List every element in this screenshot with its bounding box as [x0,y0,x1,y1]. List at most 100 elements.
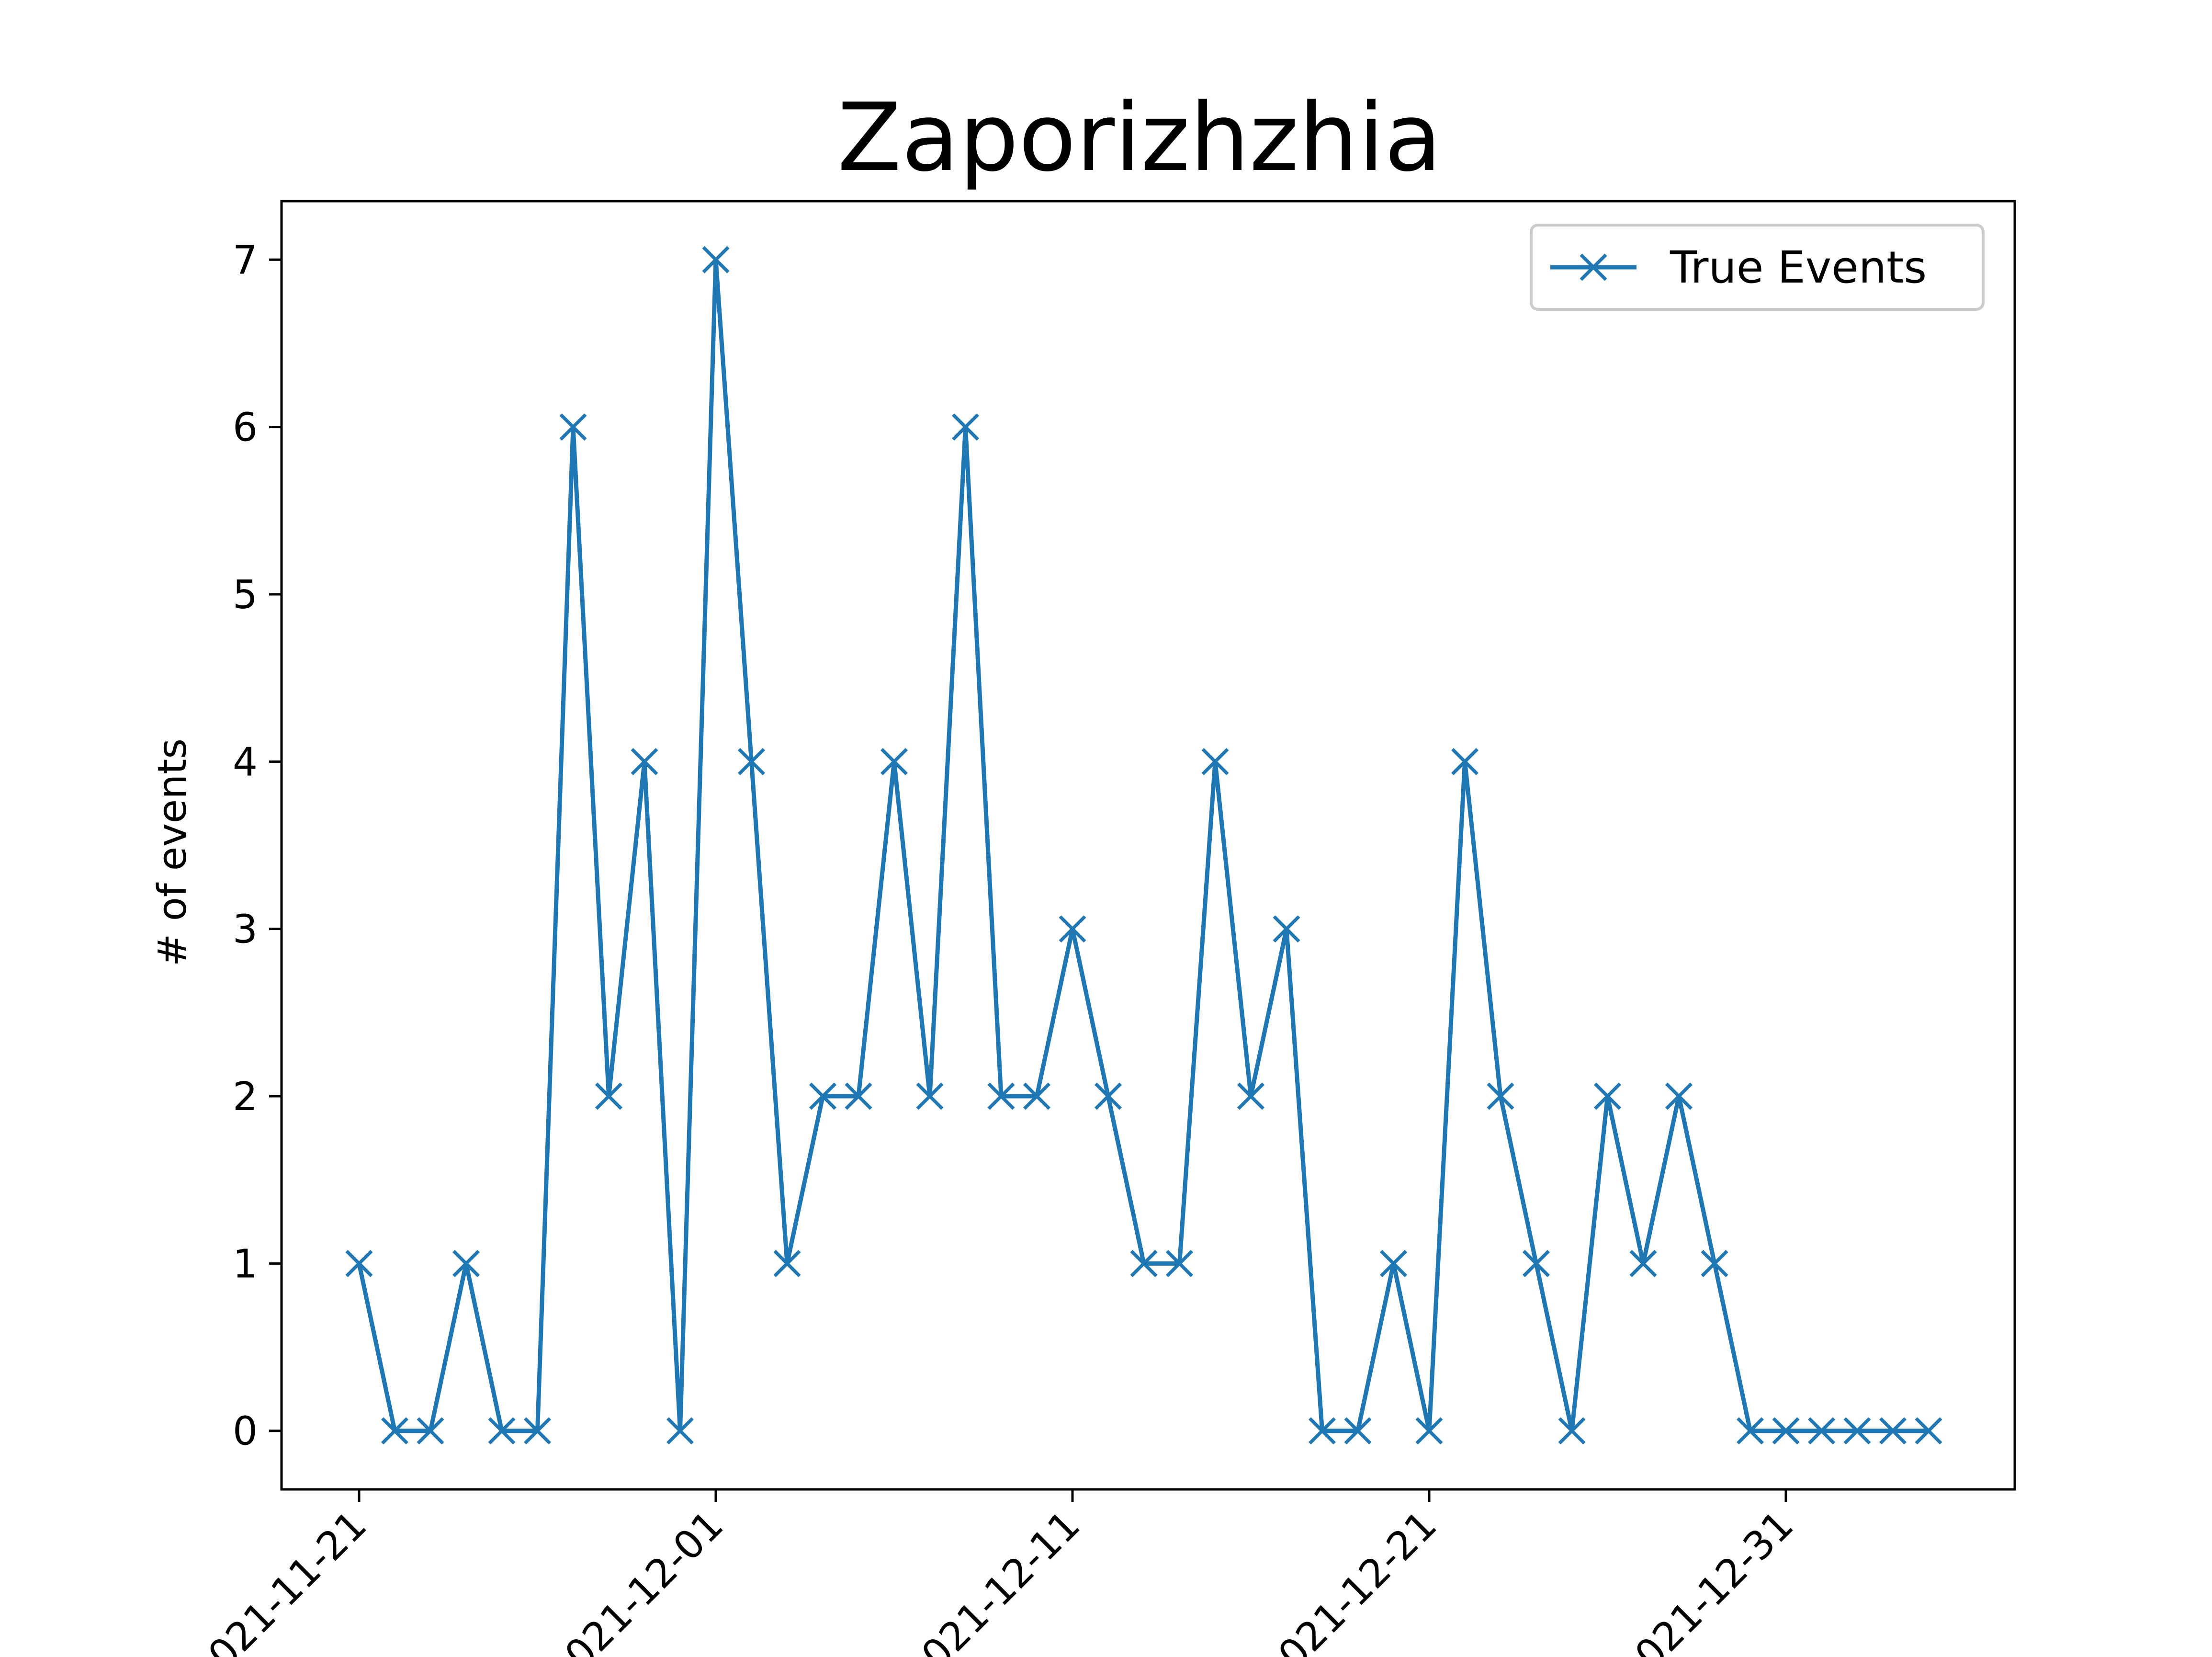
marker-stroke [1023,1082,1050,1110]
marker-stroke [1843,1417,1871,1445]
marker-stroke [1523,1249,1550,1277]
marker-stroke [738,748,765,775]
data-point-marker [595,1082,622,1110]
data-point-marker [1237,1082,1264,1110]
data-point-marker [1487,1082,1514,1110]
data-point-marker [1879,1417,1907,1445]
data-point-marker [1023,1082,1050,1110]
data-point-marker [1309,1417,1336,1445]
marker-stroke [1772,1417,1800,1445]
x-tick-label: 2021-12-11 [895,1502,1089,1657]
data-point-marker [559,413,587,441]
data-point-marker [1415,1417,1443,1445]
marker-stroke [1095,1082,1122,1110]
marker-stroke [1201,748,1229,775]
x-tick-label: 2021-12-31 [1609,1502,1802,1657]
marker-stroke [987,1082,1015,1110]
plot-frame [280,200,2016,1491]
marker-stroke [452,1249,480,1277]
data-point-marker [1095,1082,1122,1110]
marker-stroke [1915,1417,1942,1445]
data-point-marker [773,1249,801,1277]
data-point-marker [1737,1417,1764,1445]
data-point-marker [987,1082,1015,1110]
marker-stroke [1737,1417,1764,1445]
marker-stroke [809,1082,836,1110]
data-point-marker [1059,915,1086,943]
marker-stroke [1309,1417,1336,1445]
data-point-marker [417,1417,444,1445]
data-point-marker [1380,1249,1407,1277]
x-tick-label: 2021-12-21 [1252,1502,1445,1657]
marker-stroke [381,1417,408,1445]
marker-stroke [524,1417,551,1445]
x-tick-label: 2021-11-21 [182,1502,375,1657]
marker-stroke [845,1082,872,1110]
y-tick-label: 1 [233,1241,258,1287]
y-tick-label: 0 [233,1409,258,1454]
data-point-marker [1808,1417,1835,1445]
legend-label: True Events [1670,242,1927,293]
marker-stroke [1380,1249,1407,1277]
data-point-marker [631,748,658,775]
data-point-marker [952,413,979,441]
marker-stroke [1059,915,1086,943]
data-point-marker [1629,1249,1657,1277]
marker-stroke [1879,1417,1907,1445]
data-point-marker [1130,1249,1158,1277]
y-axis-label: # of events [150,738,195,966]
data-point-marker [1523,1249,1550,1277]
data-point-marker [1273,915,1300,943]
legend: True Events [1530,224,1985,311]
chart-title: Zaporizhzhia [837,83,1442,193]
data-point-marker [880,748,908,775]
data-point-marker [1166,1249,1193,1277]
data-point-marker [524,1417,551,1445]
data-point-marker [1701,1249,1728,1277]
series-line [357,257,1929,1433]
y-tick-label: 6 [233,405,258,451]
marker-stroke [595,1082,622,1110]
data-point-marker [1772,1417,1800,1445]
marker-stroke [1629,1249,1657,1277]
marker-stroke [952,413,979,441]
marker-stroke [631,748,658,775]
data-point-marker [666,1417,694,1445]
data-point-marker [345,1249,373,1277]
marker-stroke [1344,1417,1372,1445]
data-point-marker [1665,1082,1693,1110]
marker-stroke [702,246,730,273]
data-point-marker [1843,1417,1871,1445]
marker-stroke [1130,1249,1158,1277]
marker-stroke [1273,915,1300,943]
y-tick-label: 4 [233,739,258,785]
legend-box [1530,224,1985,311]
marker-stroke [1808,1417,1835,1445]
marker-stroke [417,1417,444,1445]
marker-stroke [666,1417,694,1445]
data-point-marker [702,246,730,273]
marker-stroke [1415,1417,1443,1445]
y-tick-label: 2 [233,1074,258,1120]
data-point-marker [916,1082,944,1110]
data-point-marker [1915,1417,1942,1445]
data-point-marker [845,1082,872,1110]
y-tick-label: 7 [233,238,258,283]
marker-stroke [345,1249,373,1277]
marker-stroke [559,413,587,441]
data-point-marker [452,1249,480,1277]
marker-stroke [488,1417,516,1445]
marker-stroke [1558,1417,1586,1445]
data-point-marker [381,1417,408,1445]
marker-stroke [916,1082,944,1110]
data-point-marker [488,1417,516,1445]
x-tick-label: 2021-12-01 [539,1502,732,1657]
data-point-marker [1594,1082,1621,1110]
plot-area: 0 1 2 3 4 5 6 7 2021-11-21 2021-12-01 2021-12-11 20… [182,200,2016,1657]
marker-stroke [1237,1082,1264,1110]
marker-stroke [1487,1082,1514,1110]
y-tick-label: 5 [233,572,258,618]
data-point-marker [738,748,765,775]
